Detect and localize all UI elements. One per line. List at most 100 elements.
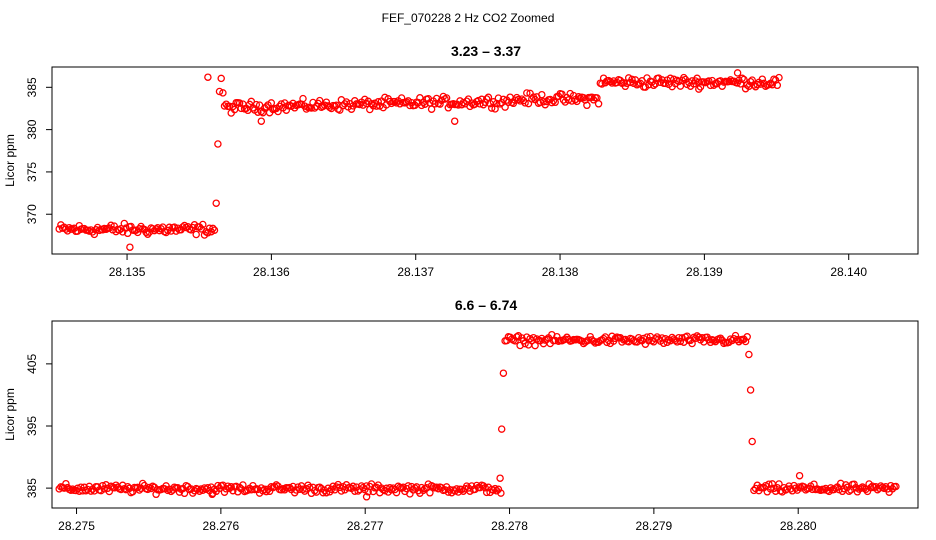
data-point <box>499 369 508 377</box>
data-point-outlier <box>362 493 371 501</box>
data-point <box>748 437 756 446</box>
data-point <box>462 482 471 490</box>
data-point <box>594 100 603 108</box>
data-point <box>351 487 359 495</box>
data-point <box>237 104 245 113</box>
panel-bottom-title: 6.6 – 6.74 <box>455 297 517 313</box>
y-tick-label: 380 <box>25 119 39 139</box>
data-point-outlier <box>257 117 266 125</box>
data-point <box>180 221 189 230</box>
data-point <box>194 485 202 493</box>
panel-top: 3.23 – 3.37 Licor ppm 28.135 28.136 28.137… <box>3 43 919 279</box>
data-point <box>78 487 87 495</box>
data-point <box>102 481 110 489</box>
data-point <box>442 94 451 102</box>
data-point <box>738 74 746 83</box>
data-point <box>643 333 651 341</box>
data-point <box>165 223 174 232</box>
data-point <box>302 485 311 493</box>
figure-title: FEF_070228 2 Hz CO2 Zoomed <box>382 11 555 25</box>
x-tick-label: 28.279 <box>636 519 673 533</box>
data-point <box>148 225 157 233</box>
panel-bottom-yaxis: 385 395 405 <box>25 354 53 498</box>
x-tick-label: 28.275 <box>58 519 95 533</box>
data-point <box>574 93 583 101</box>
data-point <box>693 74 701 83</box>
data-point <box>374 98 382 106</box>
x-tick-label: 28.135 <box>109 265 146 279</box>
data-point-outlier <box>694 78 703 86</box>
data-point <box>372 102 381 110</box>
data-point <box>497 425 506 433</box>
data-point <box>649 81 658 90</box>
data-point <box>404 482 412 490</box>
y-tick-label: 395 <box>25 416 39 436</box>
data-point <box>436 100 444 108</box>
data-point <box>204 229 212 237</box>
data-point <box>820 486 828 494</box>
data-point <box>412 483 421 491</box>
data-point <box>791 484 800 492</box>
x-tick-label: 28.278 <box>491 519 528 533</box>
data-point <box>538 90 546 99</box>
data-point <box>421 100 429 108</box>
data-point <box>315 96 324 105</box>
data-point <box>740 75 748 84</box>
data-point <box>868 482 877 490</box>
data-point <box>386 484 394 492</box>
panel-bottom-xaxis: 28.275 28.276 28.277 28.278 28.279 28.280 <box>58 507 817 533</box>
data-point <box>107 221 115 230</box>
data-point <box>212 199 220 207</box>
data-point <box>583 101 591 110</box>
data-point <box>315 483 324 491</box>
data-point <box>262 103 271 111</box>
panel-top-xaxis: 28.135 28.136 28.137 28.138 28.139 28.140 <box>109 253 867 279</box>
panel-bottom-points <box>55 330 900 501</box>
data-point <box>399 483 407 492</box>
data-point <box>267 99 276 107</box>
panel-top-ylabel: Licor ppm <box>3 134 17 187</box>
data-point <box>210 226 219 234</box>
data-point <box>406 490 414 498</box>
panel-top-ylabel-group: Licor ppm <box>3 134 17 187</box>
data-point <box>77 483 85 491</box>
data-point <box>496 474 504 482</box>
data-point <box>608 79 616 87</box>
data-point <box>432 483 441 491</box>
data-point <box>142 228 150 237</box>
data-point <box>513 333 521 341</box>
data-point <box>758 75 767 83</box>
data-point <box>628 75 636 84</box>
data-point <box>217 74 225 83</box>
data-point <box>892 482 900 491</box>
data-point-outlier <box>450 117 459 125</box>
data-point <box>467 99 476 107</box>
data-point <box>90 230 99 239</box>
data-point <box>748 76 756 84</box>
data-point <box>329 482 337 491</box>
data-point <box>299 485 307 494</box>
panel-bottom-plot-area <box>51 320 919 509</box>
panel-bottom-ylabel: Licor ppm <box>3 388 17 441</box>
x-tick-label: 28.138 <box>542 265 579 279</box>
data-point <box>698 334 706 342</box>
data-point <box>514 95 523 104</box>
data-point <box>214 140 222 148</box>
data-point <box>523 89 531 97</box>
panel-top-yaxis: 370 375 380 385 <box>25 77 53 224</box>
data-point <box>219 89 227 97</box>
data-point <box>180 489 189 498</box>
data-point <box>179 223 187 231</box>
data-point <box>299 94 307 103</box>
data-point <box>117 485 125 494</box>
data-point <box>227 482 235 491</box>
data-point <box>880 484 888 493</box>
data-point <box>349 482 357 491</box>
y-tick-label: 385 <box>25 478 39 498</box>
data-point <box>120 219 129 228</box>
data-point <box>252 100 261 109</box>
data-point <box>354 487 362 495</box>
data-point <box>676 337 685 346</box>
x-tick-label: 28.140 <box>830 265 867 279</box>
